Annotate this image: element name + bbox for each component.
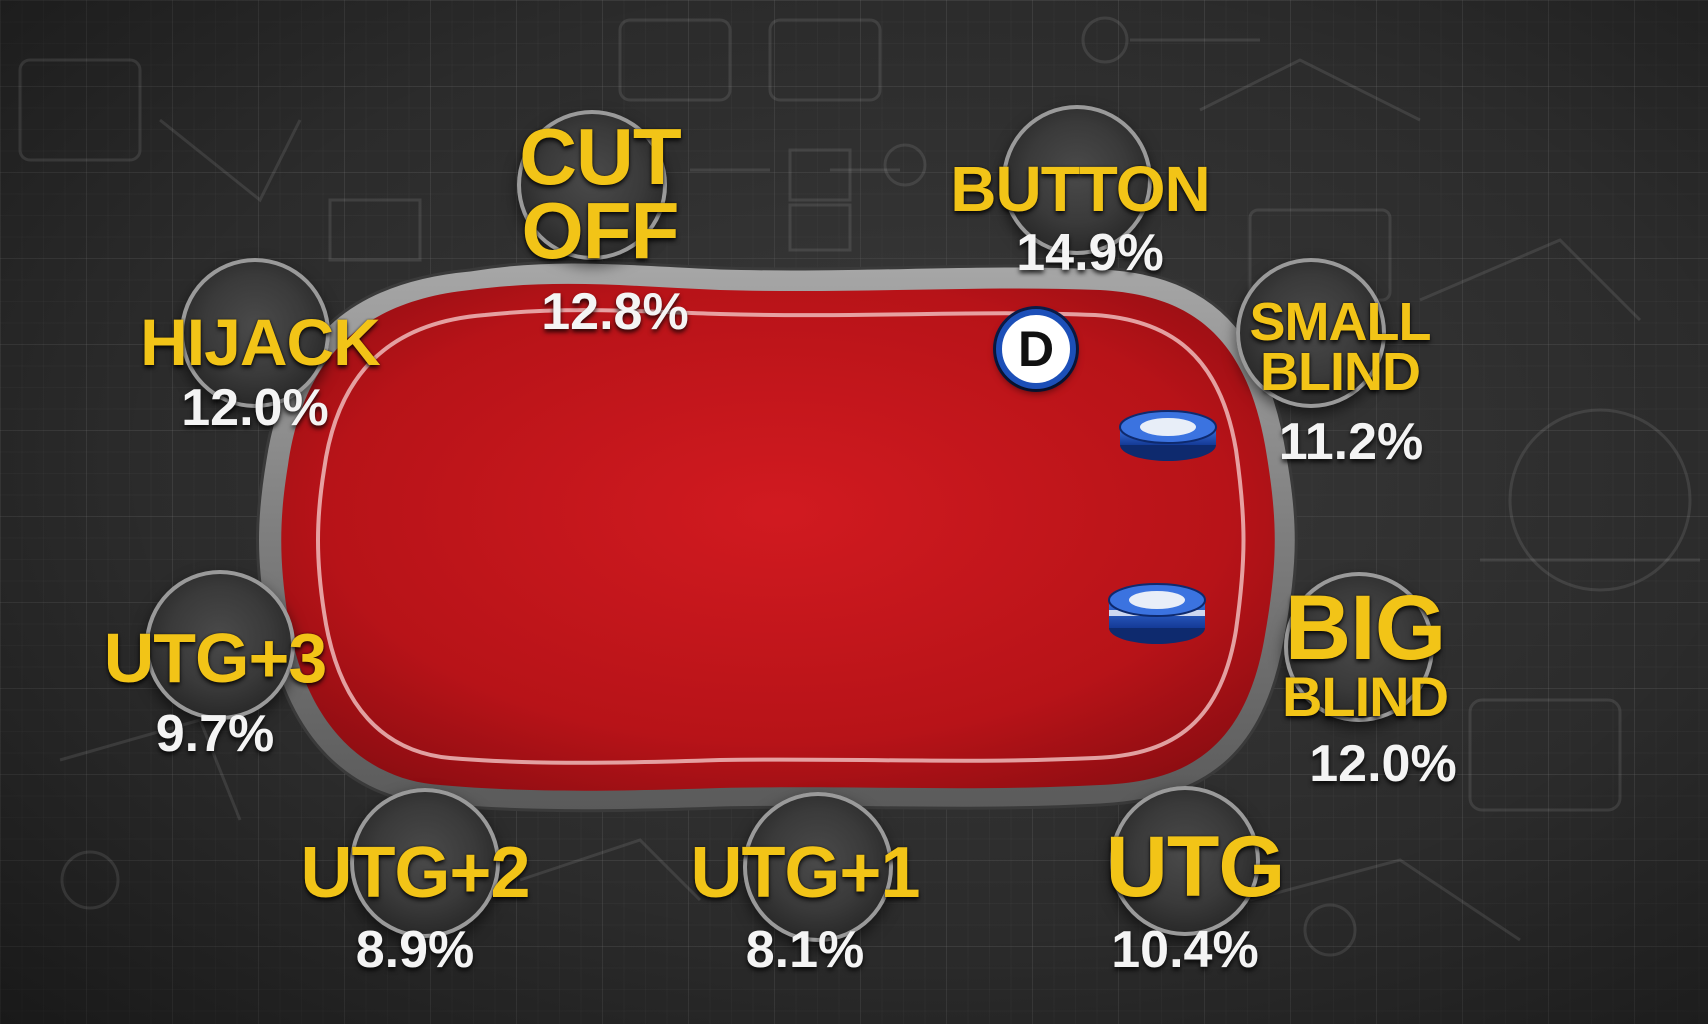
utg3-label-line-1: UTG+3 xyxy=(103,619,328,697)
seat-cutoff[interactable] xyxy=(517,110,667,260)
percentage-utg3: 9.7% xyxy=(155,705,275,763)
utg2-label-line-1: UTG+2 xyxy=(300,833,530,913)
percentage-big-blind: 12.0% xyxy=(1309,735,1457,793)
big-blind-label-line-1: BIG xyxy=(1284,577,1447,679)
seat-big-blind[interactable] xyxy=(1284,572,1434,722)
big-blind-chips xyxy=(1108,583,1206,644)
seat-utg[interactable] xyxy=(1110,786,1260,936)
small-blind-label-line-2: BLIND xyxy=(1260,341,1421,402)
percentage-utg2: 8.9% xyxy=(355,921,475,979)
seat-utg3[interactable] xyxy=(145,570,295,720)
percentage-button: 14.9% xyxy=(1016,224,1164,282)
seat-utg2[interactable] xyxy=(350,788,500,938)
percentage-small-blind: 11.2% xyxy=(1278,413,1424,471)
utg-label-line-1: UTG xyxy=(1105,819,1286,915)
cutoff-label-line-2: OFF xyxy=(521,185,680,275)
table-felt xyxy=(281,283,1275,791)
small-blind-label-line-1: SMALL xyxy=(1249,292,1432,352)
position-label-cutoff: CUT OFF xyxy=(500,112,700,275)
seat-button[interactable] xyxy=(1002,105,1152,255)
position-label-utg: UTG xyxy=(1070,819,1320,915)
cutoff-label-line-1: CUT xyxy=(519,112,681,201)
hijack-label-line-1: HIJACK xyxy=(140,305,381,379)
position-label-utg3: UTG+3 xyxy=(60,619,370,697)
dealer-button: D xyxy=(996,309,1076,389)
percentage-utg: 10.4% xyxy=(1111,921,1259,979)
percentage-cutoff: 12.8% xyxy=(541,283,689,341)
button-label-line-1: BUTTON xyxy=(950,153,1210,225)
position-label-small-blind: SMALL BLIND xyxy=(1230,292,1450,402)
position-label-utg1: UTG+1 xyxy=(650,833,960,913)
position-label-button: BUTTON xyxy=(930,153,1230,225)
utg1-label-line-1: UTG+1 xyxy=(690,833,920,913)
position-label-hijack: HIJACK xyxy=(100,305,420,379)
position-label-utg2: UTG+2 xyxy=(260,833,570,913)
percentage-utg1: 8.1% xyxy=(745,921,865,979)
small-blind-chips xyxy=(1119,410,1217,461)
big-blind-label-line-2: BLIND xyxy=(1281,664,1449,728)
percentage-hijack: 12.0% xyxy=(181,379,329,437)
seat-small-blind[interactable] xyxy=(1236,258,1386,408)
position-label-big-blind: BIG BLIND xyxy=(1250,577,1480,728)
seat-hijack[interactable] xyxy=(180,258,330,408)
seat-utg1[interactable] xyxy=(743,792,893,942)
betting-line xyxy=(316,308,1246,765)
